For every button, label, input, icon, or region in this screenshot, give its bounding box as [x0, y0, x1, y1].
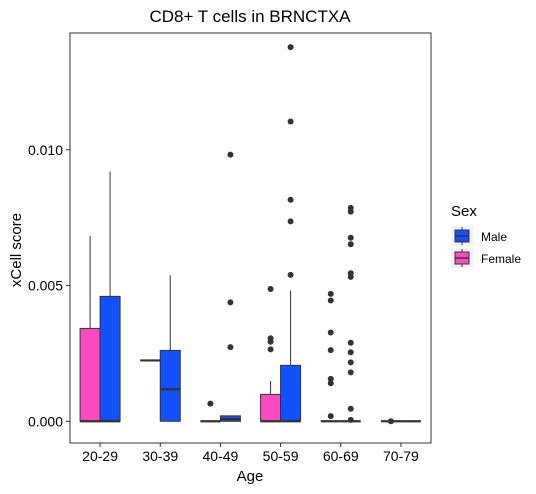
- outlier-point: [267, 338, 274, 345]
- box-male-40-49: [219, 151, 241, 422]
- outlier-point: [347, 416, 354, 423]
- outlier-point: [287, 118, 294, 125]
- legend-key-male: [451, 226, 473, 246]
- outlier-point: [347, 405, 354, 412]
- box-male-30-39: [159, 275, 181, 422]
- y-axis-label: xCell score: [8, 213, 25, 287]
- box-male-60-69: [340, 204, 361, 423]
- outlier-point: [227, 344, 234, 351]
- legend: Sex Male Female: [451, 203, 521, 268]
- series-male: [99, 44, 421, 423]
- outlier-point: [347, 273, 354, 280]
- box-iqr: [99, 295, 121, 422]
- box-male-50-59: [280, 44, 302, 423]
- box-female-70-79: [380, 418, 401, 425]
- legend-label: Female: [481, 252, 521, 266]
- outlier-point: [347, 369, 354, 376]
- box-iqr: [159, 349, 181, 422]
- outlier-point: [327, 413, 334, 420]
- box-female-40-49: [200, 400, 221, 423]
- x-tick-label: 70-79: [383, 448, 419, 464]
- outlier-point: [327, 297, 334, 304]
- box-female-20-29: [79, 235, 101, 423]
- box-female-50-59: [260, 286, 282, 423]
- outlier-point: [347, 359, 354, 366]
- outlier-point: [347, 241, 354, 248]
- outlier-point: [227, 299, 234, 306]
- series-female: [79, 235, 401, 425]
- box-female-60-69: [320, 290, 341, 423]
- outlier-point: [347, 339, 354, 346]
- x-tick-label: 50-59: [263, 448, 299, 464]
- outlier-point: [287, 196, 294, 203]
- y-axis: 0.000 0.005 0.010: [28, 142, 70, 429]
- box-iqr: [79, 327, 101, 422]
- box-iqr: [280, 364, 302, 422]
- legend-key-female: [451, 248, 473, 268]
- outlier-point: [267, 286, 274, 293]
- x-tick-label: 40-49: [203, 448, 239, 464]
- x-tick-label: 30-39: [142, 448, 178, 464]
- outlier-point: [207, 400, 214, 407]
- legend-label: Male: [481, 230, 507, 244]
- outlier-point: [327, 290, 334, 297]
- x-axis-label: Age: [237, 468, 264, 485]
- outlier-point: [327, 329, 334, 336]
- x-axis: 20-29 30-39 40-49 50-59 60-69 70-79: [82, 443, 419, 464]
- legend-title: Sex: [451, 203, 477, 220]
- outlier-point: [287, 44, 294, 51]
- outlier-point: [327, 347, 334, 354]
- y-tick-label: 0.005: [28, 278, 63, 294]
- x-tick-label: 60-69: [323, 448, 359, 464]
- x-tick-label: 20-29: [82, 448, 118, 464]
- boxplot-series: [79, 44, 421, 425]
- outlier-point: [347, 349, 354, 356]
- outlier-point: [287, 218, 294, 225]
- outlier-point: [227, 151, 234, 158]
- outlier-point: [347, 208, 354, 215]
- outlier-point: [287, 271, 294, 278]
- outlier-point: [327, 380, 334, 387]
- chart-title: CD8+ T cells in BRNCTXA: [149, 7, 351, 26]
- outlier-point: [267, 346, 274, 353]
- y-tick-label: 0.010: [28, 142, 63, 158]
- outlier-point: [347, 234, 354, 241]
- plot-panel: [69, 32, 432, 444]
- outlier-point: [387, 418, 394, 425]
- y-tick-label: 0.000: [28, 413, 63, 429]
- outlier-point: [327, 375, 334, 382]
- box-male-20-29: [99, 171, 121, 423]
- box-iqr: [260, 393, 282, 422]
